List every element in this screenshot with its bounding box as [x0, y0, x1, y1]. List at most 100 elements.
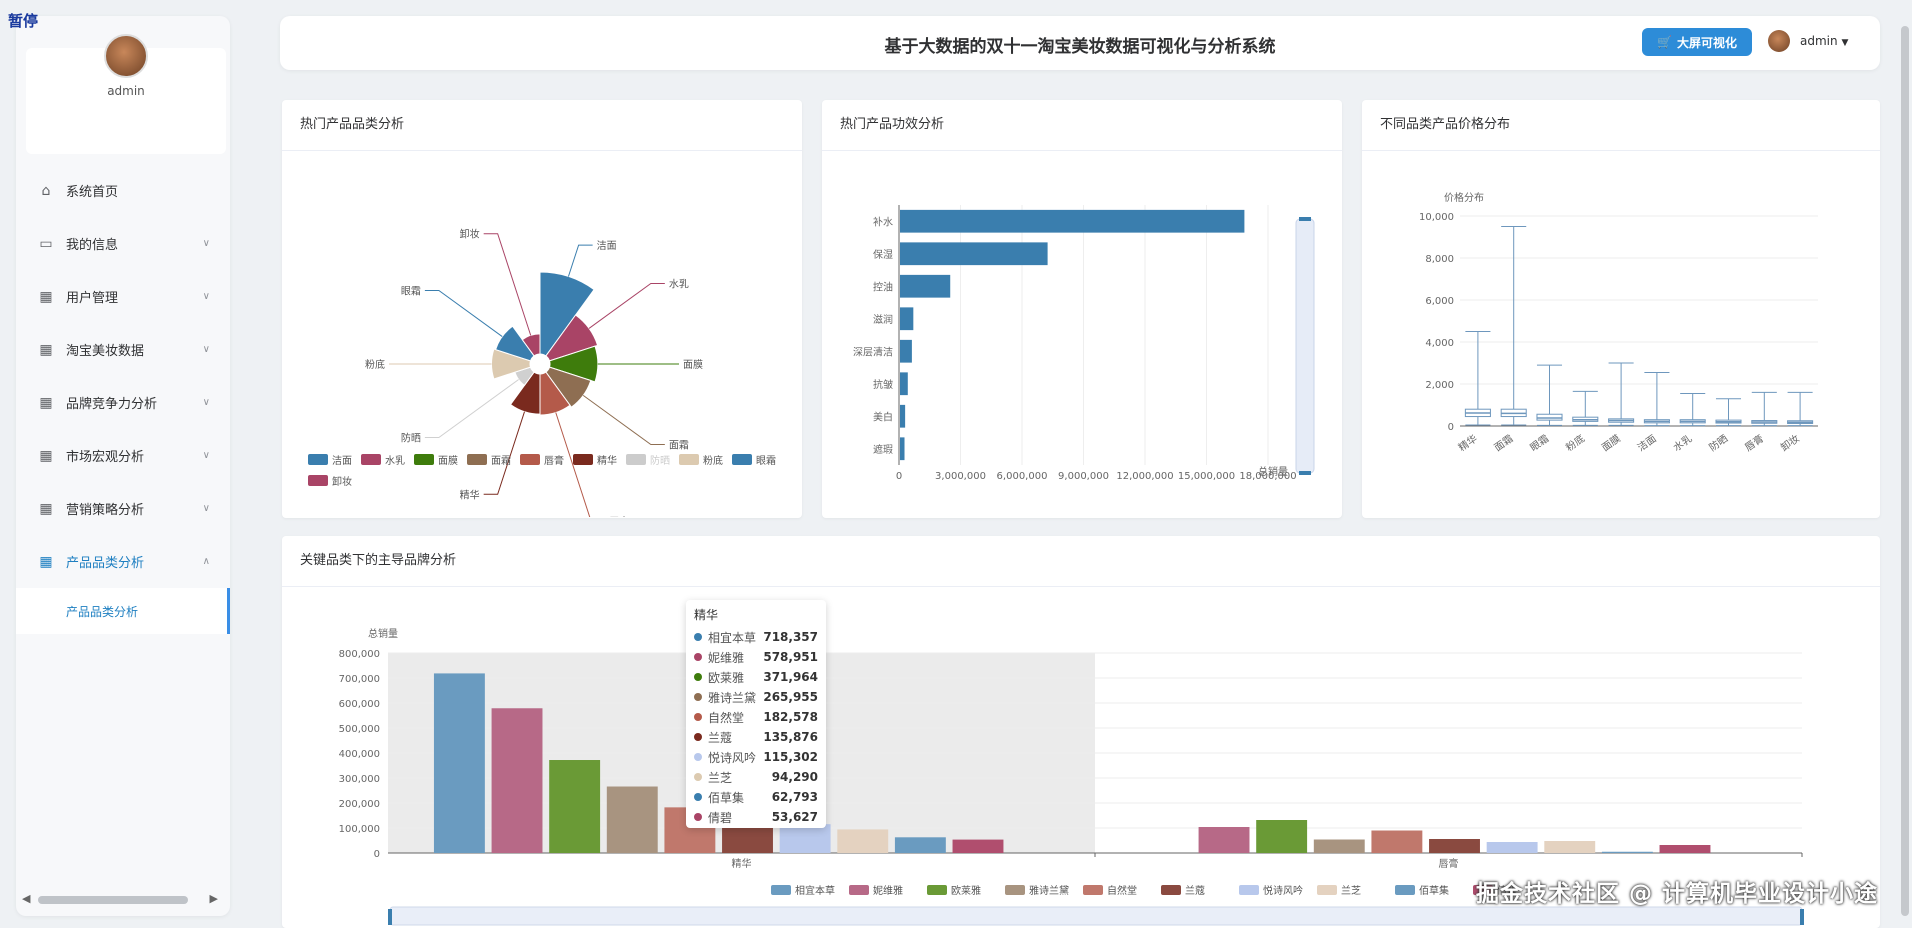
rose-label: 卸妆	[460, 228, 480, 241]
y-tick-label: 10,000	[1419, 212, 1454, 223]
legend-label: 卸妆	[332, 475, 352, 488]
horizontal-scrollbar[interactable]: ◀ ▶	[22, 892, 226, 906]
x-tick-label: 粉底	[1563, 432, 1587, 454]
x-tick-label: 精华	[732, 857, 752, 870]
brand-bar	[1198, 827, 1250, 853]
price-boxplot-chart: 0 2,000 4,000 6,000 8,000 10,000 价格分布精华 面霜 眼霜 粉底面…	[1419, 191, 1818, 454]
sidebar-item-my-info[interactable]: ▭ 我的信息 ∨	[16, 217, 230, 270]
tooltip-marker	[694, 633, 702, 641]
brand-bar	[1544, 841, 1596, 853]
tooltip-row: 相宜本草 718,357	[694, 627, 818, 647]
rose-label: 防晒	[401, 431, 421, 444]
legend-swatch	[679, 454, 699, 465]
x-tick-label: 6,000,000	[997, 471, 1048, 482]
sidebar-item-users[interactable]: ▦ 用户管理 ∨	[16, 270, 230, 323]
scroll-right-icon[interactable]: ▶	[209, 892, 218, 905]
x-tick-label: 3,000,000	[935, 471, 986, 482]
scrollbar-thumb[interactable]	[1901, 26, 1909, 916]
brand-bar	[779, 824, 831, 853]
caret-down-icon: ▼	[1841, 38, 1849, 48]
x-axis-label: 总销量	[1258, 465, 1288, 478]
legend-label: 雅诗兰黛	[1029, 884, 1069, 897]
sidebar: admin ⌂ 系统首页 ▭ 我的信息 ∨ ▦ 用户管理 ∨ ▦ 淘宝美妆数据 ∨ ▦ 品牌竞争…	[16, 16, 230, 916]
legend-swatch	[467, 454, 487, 465]
effect-bar	[900, 307, 914, 331]
x-tick-label: 面膜	[1600, 433, 1623, 454]
scroll-left-icon[interactable]: ◀	[22, 892, 31, 905]
chevron-down-icon: ∨	[202, 397, 210, 408]
legend-label: 水乳	[385, 454, 405, 467]
sidebar-item-brand[interactable]: ▦ 品牌竞争力分析 ∨	[16, 376, 230, 429]
tooltip-title: 精华	[694, 608, 719, 622]
tooltip-marker	[694, 813, 702, 821]
legend-label: 兰芝	[1341, 884, 1361, 897]
legend-swatch	[1005, 885, 1025, 895]
username: admin	[1800, 34, 1838, 48]
rose-slice	[539, 371, 571, 416]
effect-bar	[900, 404, 906, 428]
grid-icon: ▦	[39, 394, 53, 411]
legend-swatch	[308, 475, 328, 486]
legend-label: 妮维雅	[873, 884, 903, 897]
tooltip-row: 雅诗兰黛 265,955	[694, 687, 818, 707]
card-icon: ▭	[39, 235, 53, 252]
y-tick-label: 保湿	[873, 248, 893, 261]
sidebar-subitem-label: 产品品类分析	[66, 604, 139, 619]
x-tick-label: 18,000,000	[1239, 471, 1296, 482]
rose-label: 精华	[460, 488, 480, 501]
y-tick-label: 500,000	[339, 724, 380, 735]
bigscreen-button[interactable]: 🛒 大屏可视化	[1642, 28, 1752, 56]
sidebar-item-category[interactable]: ▦ 产品品类分析 ∧	[16, 535, 230, 588]
legend-label: 防晒	[650, 454, 670, 467]
legend-swatch	[308, 454, 328, 465]
sidebar-menu: ⌂ 系统首页 ▭ 我的信息 ∨ ▦ 用户管理 ∨ ▦ 淘宝美妆数据 ∨ ▦ 品牌竞争力分析 ∨ ▦…	[16, 164, 230, 634]
vertical-scrollbar[interactable]	[1900, 20, 1910, 924]
sidebar-item-taobao-data[interactable]: ▦ 淘宝美妆数据 ∨	[16, 323, 230, 376]
legend-label: 佰草集	[1419, 884, 1449, 897]
y-tick-label: 美白	[873, 410, 893, 423]
brand-bar	[1429, 839, 1480, 853]
tooltip-rows: 相宜本草 718,357 妮维雅 578,951 欧莱雅 371,964 雅诗兰黛 265,9…	[694, 627, 818, 827]
profile-name: admin	[107, 84, 145, 98]
y-tick-label: 抗皱	[873, 378, 893, 391]
sidebar-item-market[interactable]: ▦ 市场宏观分析 ∨	[16, 429, 230, 482]
tooltip-series-name: 欧莱雅	[708, 670, 745, 685]
y-tick-label: 700,000	[339, 674, 380, 685]
chevron-down-icon: ∨	[202, 291, 210, 302]
user-menu[interactable]: admin ▼	[1800, 34, 1848, 48]
x-tick-label: 唇膏	[1742, 432, 1766, 454]
price-panel: 不同品类产品价格分布 0 2,000 4,000 6,000 8,000 10,000 价格…	[1362, 100, 1880, 518]
legend-label: 兰蔻	[1185, 884, 1205, 897]
y-tick-label: 6,000	[1425, 296, 1454, 307]
pause-label[interactable]: 暂停	[8, 12, 39, 30]
box-body	[1536, 413, 1563, 421]
x-tick-label: 9,000,000	[1058, 471, 1109, 482]
tooltip-row: 倩碧 53,627	[694, 807, 818, 827]
tooltip-value: 265,955	[763, 690, 818, 704]
chevron-down-icon: ∨	[202, 344, 210, 355]
legend-swatch	[361, 454, 381, 465]
avatar[interactable]	[104, 34, 148, 78]
scrollbar-thumb[interactable]	[38, 896, 188, 904]
panel-title: 热门产品品类分析	[282, 100, 802, 151]
legend-label: 精华	[597, 454, 617, 467]
x-tick-label: 15,000,000	[1178, 471, 1235, 482]
avatar[interactable]	[1768, 30, 1790, 52]
sidebar-item-marketing[interactable]: ▦ 营销策略分析 ∨	[16, 482, 230, 535]
tooltip-marker	[694, 753, 702, 761]
sidebar-subitem-category-analysis[interactable]: 产品品类分析	[16, 588, 230, 634]
tooltip-marker	[694, 773, 702, 781]
tooltip-marker	[694, 673, 702, 681]
tooltip-marker	[694, 653, 702, 661]
brand-bar	[894, 837, 946, 853]
sidebar-item-home[interactable]: ⌂ 系统首页	[16, 164, 230, 217]
tooltip-value: 94,290	[771, 770, 818, 784]
legend-label: 自然堂	[1107, 884, 1137, 897]
tooltip-row: 佰草集 62,793	[694, 787, 818, 807]
legend-swatch	[414, 454, 434, 465]
sidebar-item-label: 用户管理	[66, 291, 119, 306]
effect-panel: 热门产品功效分析 0 3,000,000 6,000,000 9,000,000 12,…	[822, 100, 1342, 518]
legend-label: 悦诗风吟	[1263, 884, 1303, 897]
sidebar-item-label: 品牌竞争力分析	[66, 397, 158, 412]
home-icon: ⌂	[41, 182, 51, 199]
